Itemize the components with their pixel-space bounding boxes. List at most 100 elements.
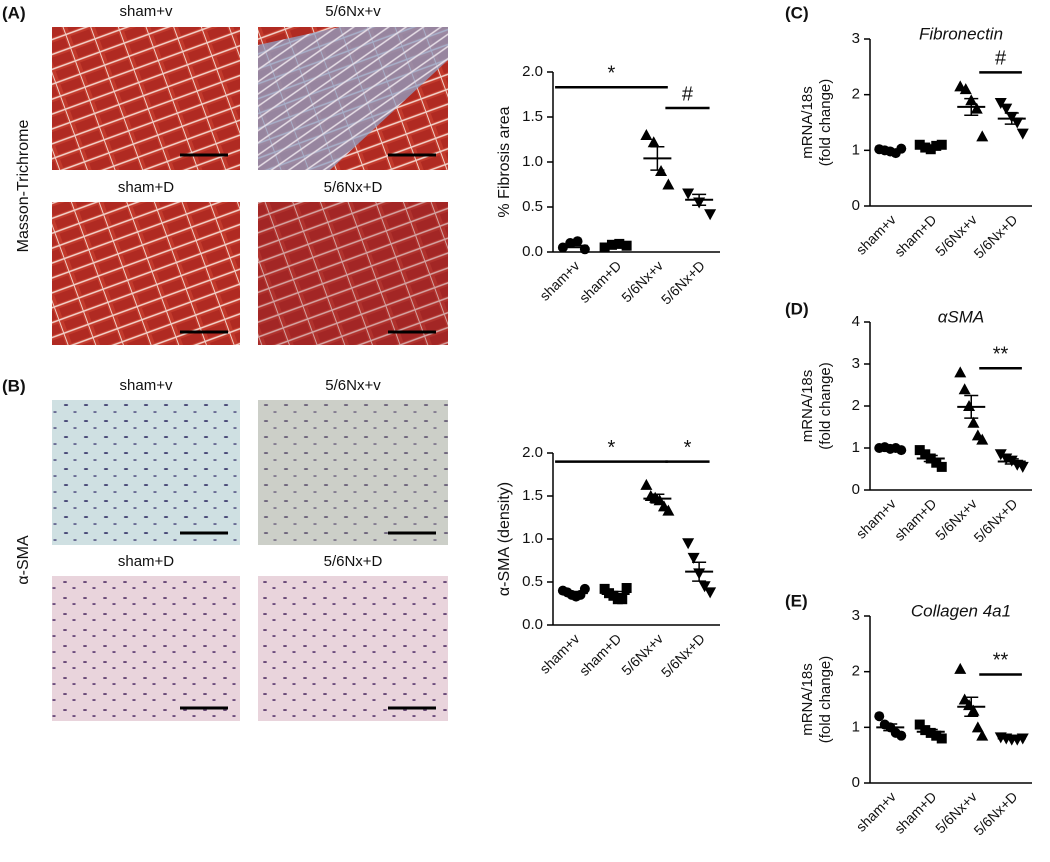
data-point — [976, 130, 989, 142]
data-point — [958, 383, 971, 395]
y-tick-label: 0.0 — [522, 243, 543, 260]
sem-bar — [692, 193, 707, 206]
data-point — [896, 143, 907, 154]
row-label: Masson-Trichrome — [15, 120, 32, 253]
y-tick-label: 0 — [852, 197, 860, 214]
y-tick-label: 4 — [852, 313, 860, 330]
y-tick-label: 2 — [852, 397, 860, 414]
y-axis-label: (fold change) — [817, 362, 834, 450]
sem-bar — [566, 590, 581, 596]
y-axis-label: (fold change) — [817, 656, 834, 744]
data-point — [936, 139, 947, 150]
x-tick-label: sham+D — [891, 788, 939, 836]
data-point — [931, 730, 942, 741]
data-point — [614, 238, 625, 249]
image-label: sham+v — [120, 3, 173, 20]
data-point — [640, 478, 653, 490]
y-tick-label: 3 — [852, 607, 860, 624]
data-point — [1011, 117, 1024, 129]
data-point — [936, 733, 947, 744]
data-point — [976, 433, 989, 445]
x-tick-label: sham+v — [536, 257, 582, 303]
y-tick-label: 1.0 — [522, 530, 543, 547]
data-point — [874, 711, 885, 722]
image-label: 5/6Nx+D — [324, 179, 383, 196]
significance-label: * — [608, 63, 616, 85]
image-label: 5/6Nx+v — [325, 3, 381, 20]
panel-label: (D) — [785, 299, 809, 318]
sem-bar — [883, 723, 898, 732]
y-tick-label: 3 — [852, 30, 860, 47]
x-tick-label: 5/6Nx+D — [970, 495, 1020, 545]
y-axis-label: % Fibrosis area — [496, 106, 513, 217]
data-point — [687, 552, 700, 564]
sem-bar — [923, 454, 938, 463]
sem-bar — [883, 148, 898, 153]
y-tick-label: 2 — [852, 663, 860, 680]
sem-bar — [650, 493, 665, 504]
sem-bar — [1004, 737, 1019, 740]
panel-label: (A) — [2, 3, 26, 22]
image-label: sham+v — [120, 377, 173, 394]
sem-bar — [964, 394, 979, 419]
data-point — [682, 188, 695, 200]
y-axis-label: (fold change) — [817, 79, 834, 167]
sem-bar — [692, 561, 707, 582]
y-axis-label: mRNA/18s — [799, 663, 816, 736]
data-point — [976, 729, 989, 741]
sem-bar — [1004, 112, 1019, 125]
data-point — [963, 400, 976, 411]
y-tick-label: 0 — [852, 774, 860, 791]
histology-image — [258, 400, 448, 545]
data-point — [914, 719, 925, 730]
data-point — [994, 449, 1007, 461]
y-tick-label: 1.5 — [522, 487, 543, 504]
data-point — [704, 209, 717, 221]
data-point — [704, 587, 717, 599]
y-tick-label: 0 — [852, 481, 860, 498]
y-tick-label: 2.0 — [522, 444, 543, 461]
y-tick-label: 3 — [852, 355, 860, 372]
x-tick-label: sham+D — [576, 257, 624, 305]
y-tick-label: 0.0 — [522, 616, 543, 633]
x-tick-label: sham+v — [536, 630, 582, 676]
data-point — [967, 416, 980, 428]
image-label: sham+D — [118, 179, 174, 196]
significance-label: ** — [993, 343, 1009, 365]
data-point — [1016, 461, 1029, 473]
sem-bar — [1004, 458, 1019, 465]
x-tick-label: sham+D — [891, 211, 939, 259]
image-tint — [258, 400, 448, 545]
sem-bar — [964, 696, 979, 717]
data-point — [1016, 128, 1029, 140]
y-tick-label: 1 — [852, 718, 860, 735]
x-tick-label: 5/6Nx+D — [658, 630, 708, 680]
y-tick-label: 0.5 — [522, 198, 543, 215]
data-point — [640, 129, 653, 140]
y-axis-label: mRNA/18s — [799, 370, 816, 443]
sem-bar — [650, 145, 665, 171]
data-point — [936, 461, 947, 472]
sem-bar — [608, 244, 623, 248]
data-point — [914, 139, 925, 150]
data-point — [621, 583, 632, 594]
panel-label: (E) — [785, 591, 808, 610]
significance-label: * — [684, 437, 692, 459]
image-label: 5/6Nx+D — [324, 553, 383, 570]
x-tick-label: 5/6Nx+D — [658, 257, 708, 307]
histology-image — [52, 400, 240, 545]
data-point — [647, 136, 660, 148]
x-tick-label: 5/6Nx+D — [970, 788, 1020, 838]
y-tick-label: 2 — [852, 86, 860, 103]
y-tick-label: 1 — [852, 439, 860, 456]
panel-label: (C) — [785, 3, 809, 22]
y-tick-label: 1.5 — [522, 108, 543, 125]
histology-image — [52, 27, 240, 170]
significance-label: # — [995, 48, 1007, 70]
data-point — [925, 144, 936, 155]
sem-bar — [923, 144, 938, 149]
y-tick-label: 2.0 — [522, 63, 543, 80]
data-point — [896, 445, 907, 456]
data-point — [914, 445, 925, 456]
